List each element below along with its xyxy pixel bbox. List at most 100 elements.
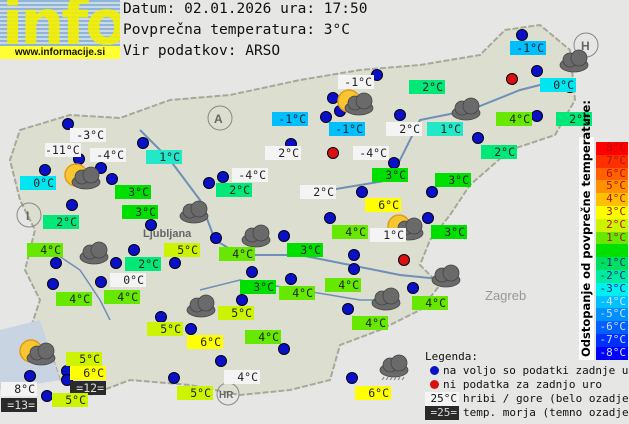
station-dot-available[interactable]: [407, 282, 419, 294]
station-temperature-label: 5°C: [147, 322, 183, 336]
station-dot-available[interactable]: [215, 355, 227, 367]
scale-step: 3°C: [596, 205, 628, 219]
station-dot-available[interactable]: [324, 212, 336, 224]
station-temperature-label: -1°C: [329, 122, 365, 136]
cloudy-icon: [175, 290, 219, 324]
red-dot-icon: [430, 380, 439, 389]
station-temperature-label: 3°C: [435, 173, 471, 187]
station-dot-available[interactable]: [210, 232, 222, 244]
average-temperature: Povprečna temperatura: 3°C: [123, 22, 350, 38]
station-dot-available[interactable]: [168, 372, 180, 384]
cloudy-icon: [230, 220, 274, 254]
river-soca: [49, 249, 111, 321]
station-temperature-label: -1°C: [272, 112, 308, 126]
station-dot-available[interactable]: [422, 212, 434, 224]
station-temperature-label: 2°C: [481, 145, 517, 159]
station-dot-available[interactable]: [531, 65, 543, 77]
station-temperature-label: 5°C: [177, 386, 213, 400]
station-temperature-label: 5°C: [218, 306, 254, 320]
station-temperature-label: -4°C: [90, 148, 126, 162]
cloudy-icon: [168, 196, 212, 230]
station-temperature-label: 4°C: [27, 243, 63, 257]
scale-step: 5°C: [596, 180, 628, 194]
cloudy-icon: [420, 260, 464, 294]
station-dot-available[interactable]: [246, 266, 258, 278]
station-dot-missing[interactable]: [506, 73, 518, 85]
station-dot-available[interactable]: [472, 132, 484, 144]
station-dot-available[interactable]: [346, 372, 358, 384]
station-dot-missing[interactable]: [398, 254, 410, 266]
sea-temperature-label: =13=: [1, 398, 37, 412]
station-dot-available[interactable]: [110, 257, 122, 269]
scale-step: -7°C: [596, 333, 628, 347]
station-dot-available[interactable]: [516, 29, 528, 41]
scale-step: -3°C: [596, 282, 628, 296]
legend-sea-text: temp. morja (temno ozadje): [463, 406, 629, 419]
station-dot-available[interactable]: [217, 171, 229, 183]
rain-icon: [368, 350, 412, 384]
station-dot-available[interactable]: [128, 244, 140, 256]
station-dot-available[interactable]: [348, 249, 360, 261]
scale-step: -8°C: [596, 346, 628, 360]
station-dot-available[interactable]: [426, 186, 438, 198]
station-temperature-label: 2°C: [43, 215, 79, 229]
logo-url[interactable]: www.informacije.si: [0, 46, 120, 59]
station-dot-available[interactable]: [66, 199, 78, 211]
station-dot-available[interactable]: [39, 164, 51, 176]
cloudy-icon: [440, 93, 484, 127]
scale-title: Odstopanje od povprečne temperature:: [579, 100, 594, 360]
station-dot-available[interactable]: [95, 276, 107, 288]
station-dot-available[interactable]: [145, 219, 157, 231]
station-dot-available[interactable]: [62, 118, 74, 130]
station-temperature-label: 4°C: [104, 290, 140, 304]
sun-cloud-icon: [333, 88, 377, 122]
sun-cloud-icon: [15, 338, 59, 372]
station-dot-available[interactable]: [348, 263, 360, 275]
station-temperature-label: 1°C: [370, 228, 406, 242]
station-dot-missing[interactable]: [327, 147, 339, 159]
station-temperature-label: 2°C: [409, 80, 445, 94]
station-dot-available[interactable]: [50, 257, 62, 269]
station-temperature-label: 4°C: [332, 225, 368, 239]
station-temperature-label: 5°C: [164, 243, 200, 257]
station-dot-available[interactable]: [47, 278, 59, 290]
station-dot-available[interactable]: [320, 111, 332, 123]
station-temperature-label: 0°C: [20, 176, 56, 190]
station-dot-available[interactable]: [106, 173, 118, 185]
station-dot-available[interactable]: [185, 323, 197, 335]
legend-title: Legenda:: [425, 350, 478, 363]
station-temperature-label: 6°C: [365, 198, 401, 212]
station-dot-available[interactable]: [137, 137, 149, 149]
scale-step: -4°C: [596, 295, 628, 309]
cloudy-icon: [548, 45, 592, 79]
scale-step: -6°C: [596, 320, 628, 334]
station-temperature-label: 4°C: [224, 370, 260, 384]
legend-red-text: ni podatka za zadnjo uro: [443, 378, 602, 391]
station-dot-available[interactable]: [285, 273, 297, 285]
station-dot-available[interactable]: [394, 109, 406, 121]
cloudy-icon: [68, 237, 112, 271]
station-dot-available[interactable]: [24, 370, 36, 382]
station-temperature-label: 6°C: [187, 335, 223, 349]
station-dot-available[interactable]: [236, 294, 248, 306]
station-temperature-label: 0°C: [540, 78, 576, 92]
sea-temperature-label: =12=: [70, 381, 106, 395]
date-time: Datum: 02.01.2026 ura: 17:50: [123, 1, 368, 17]
station-dot-available[interactable]: [278, 343, 290, 355]
legend-blue-row: na voljo so podatki zadnje ure: [425, 364, 629, 378]
station-dot-available[interactable]: [169, 257, 181, 269]
logo[interactable]: info: [0, 0, 120, 46]
map-label-zagreb: Zagreb: [485, 288, 526, 303]
station-dot-available[interactable]: [342, 303, 354, 315]
station-dot-available[interactable]: [278, 230, 290, 242]
station-temperature-label: 3°C: [431, 225, 467, 239]
station-temperature-label: 2°C: [265, 146, 301, 160]
station-dot-available[interactable]: [356, 186, 368, 198]
station-dot-available[interactable]: [203, 177, 215, 189]
station-temperature-label: 2°C: [556, 112, 592, 126]
scale-step: 7°C: [596, 154, 628, 168]
station-temperature-label: 1°C: [146, 150, 182, 164]
station-dot-available[interactable]: [531, 110, 543, 122]
legend-sea-sample: =25=: [425, 406, 459, 420]
